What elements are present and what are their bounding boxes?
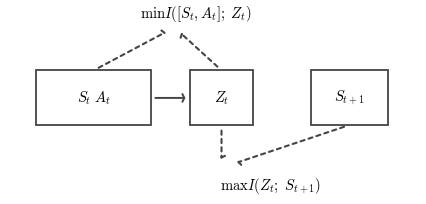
FancyBboxPatch shape	[311, 70, 388, 125]
Text: $S_t\ A_t$: $S_t\ A_t$	[77, 89, 111, 107]
Text: $\min I([S_t, A_t];\ Z_t)$: $\min I([S_t, A_t];\ Z_t)$	[140, 4, 252, 24]
FancyBboxPatch shape	[36, 70, 151, 125]
FancyBboxPatch shape	[190, 70, 253, 125]
Text: $Z_t$: $Z_t$	[214, 89, 229, 107]
Text: $S_{t+1}$: $S_{t+1}$	[334, 89, 365, 107]
Text: $\max I(Z_t;\ S_{t+1})$: $\max I(Z_t;\ S_{t+1})$	[220, 176, 321, 196]
